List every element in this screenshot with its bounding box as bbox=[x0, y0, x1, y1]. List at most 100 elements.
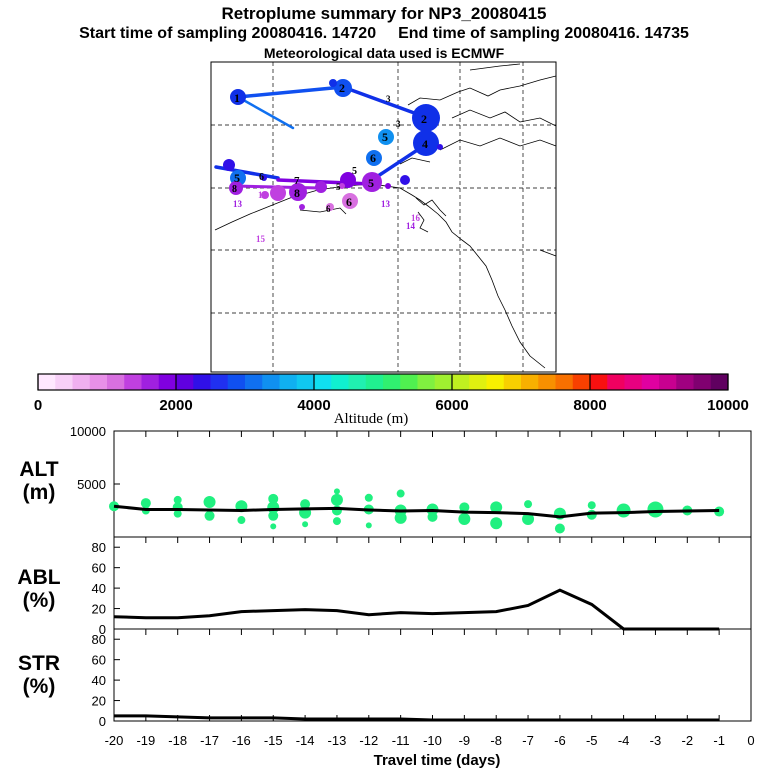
day-label: 1 bbox=[234, 91, 240, 105]
y-tick-label: 40 bbox=[92, 581, 106, 596]
trajectory-day-labels: 1 2 3 2 3 4 5 6 5 5 6 5 7 8 8 6 6 13 13 … bbox=[232, 81, 428, 244]
colorbar-swatch bbox=[521, 374, 539, 390]
alt-point bbox=[140, 498, 151, 509]
colorbar-swatch bbox=[296, 374, 315, 390]
alt-y-tick-label: 5000 bbox=[77, 477, 106, 492]
start-time-label: Start time of sampling 20080416. 14720 bbox=[79, 25, 377, 42]
alt-point bbox=[300, 499, 311, 510]
alt-panel: 5000 10000 bbox=[70, 424, 725, 534]
y-tick-label: 20 bbox=[92, 602, 106, 617]
x-tick-label: -1 bbox=[713, 733, 725, 748]
sampling-times: Start time of sampling 20080416. 14720 En… bbox=[0, 25, 768, 43]
panels-frame bbox=[113, 430, 752, 722]
map-graticule bbox=[211, 62, 556, 372]
str-ylabel: STR (%) bbox=[18, 652, 60, 698]
alt-point bbox=[302, 521, 309, 528]
day-label: 2 bbox=[421, 112, 427, 126]
cluster-circle bbox=[299, 204, 305, 210]
alt-point bbox=[394, 511, 407, 524]
x-tick-label: -16 bbox=[232, 733, 251, 748]
colorbar-swatch bbox=[365, 374, 384, 390]
alt-point bbox=[396, 489, 405, 498]
day-label: 6 bbox=[326, 204, 331, 214]
y-tick-label: 80 bbox=[92, 540, 106, 555]
alt-point bbox=[490, 517, 503, 530]
day-label: 13 bbox=[233, 199, 243, 209]
str-y-ticks: 0 20 40 60 80 bbox=[92, 632, 120, 729]
cluster-circle bbox=[339, 183, 345, 189]
y-tick-label: 40 bbox=[92, 673, 106, 688]
cluster-circle bbox=[230, 89, 246, 105]
day-label: 5 bbox=[352, 166, 357, 177]
colorbar-swatch bbox=[503, 374, 522, 390]
x-tick-label: 0 bbox=[747, 733, 754, 748]
colorbar-swatch bbox=[590, 374, 608, 390]
alt-point bbox=[522, 512, 535, 525]
day-label: 16 bbox=[411, 213, 421, 223]
cluster-circle bbox=[342, 193, 358, 209]
colorbar-swatch bbox=[107, 374, 125, 390]
colorbar-ticks: 0 2000 4000 6000 8000 10000 bbox=[34, 374, 749, 414]
cluster-circle bbox=[366, 150, 382, 166]
x-tick-label: -10 bbox=[423, 733, 442, 748]
colorbar-swatch bbox=[227, 374, 246, 390]
colorbar-swatch bbox=[607, 374, 625, 390]
x-tick-label: -6 bbox=[554, 733, 566, 748]
colorbar-swatch bbox=[72, 374, 91, 390]
page-title: Retroplume summary for NP3_20080415 bbox=[221, 4, 547, 23]
alt-point bbox=[524, 500, 533, 509]
altitude-colorbar: 0 2000 4000 6000 8000 10000 Altitude (m) bbox=[34, 373, 749, 427]
colorbar-swatch bbox=[89, 374, 108, 390]
cluster-circle bbox=[437, 144, 443, 150]
x-tick-label: -19 bbox=[136, 733, 155, 748]
colorbar-swatch bbox=[641, 374, 660, 390]
colorbar-tick-label: 6000 bbox=[435, 397, 468, 414]
trajectory-map: 1 2 3 2 3 4 5 6 5 5 6 5 7 8 8 6 6 13 13 … bbox=[210, 61, 557, 373]
cluster-circle bbox=[385, 183, 391, 189]
x-tick-label: -5 bbox=[586, 733, 598, 748]
cluster-circle bbox=[326, 203, 334, 211]
day-label: 16 bbox=[258, 190, 268, 200]
colorbar-swatch bbox=[262, 374, 280, 390]
colorbar-swatch bbox=[158, 374, 177, 390]
colorbar-tick-label: 2000 bbox=[159, 397, 192, 414]
y-tick-label: 80 bbox=[92, 632, 106, 647]
day-label: 6 bbox=[346, 195, 352, 209]
colorbar-swatch bbox=[469, 374, 487, 390]
colorbar-swatch bbox=[331, 374, 349, 390]
x-tick-label: -14 bbox=[296, 733, 315, 748]
colorbar-label: Altitude (m) bbox=[334, 411, 409, 427]
colorbar-swatch bbox=[538, 374, 556, 390]
day-label: 6 bbox=[259, 172, 264, 183]
y-tick-label: 0 bbox=[99, 714, 106, 729]
x-axis-label: Travel time (days) bbox=[374, 752, 501, 768]
colorbar-tick-label: 0 bbox=[34, 397, 42, 414]
cluster-circle bbox=[261, 175, 267, 181]
alt-point bbox=[330, 493, 343, 506]
x-tick-label: -8 bbox=[490, 733, 502, 748]
alt-point bbox=[459, 502, 470, 513]
colorbar-swatch bbox=[624, 374, 643, 390]
day-label: 15 bbox=[256, 234, 266, 244]
alt-point bbox=[554, 523, 565, 534]
alt-point bbox=[237, 516, 246, 525]
alt-point bbox=[490, 501, 503, 514]
x-tick-label: -13 bbox=[328, 733, 347, 748]
alt-ylabel: ALT (m) bbox=[19, 458, 59, 504]
colorbar-swatch bbox=[141, 374, 160, 390]
abl-y-ticks: 0 20 40 60 80 bbox=[92, 540, 120, 637]
cluster-circle bbox=[329, 79, 337, 87]
x-tick-label: -18 bbox=[168, 733, 187, 748]
day-label: 5 bbox=[234, 171, 240, 185]
x-tick-label: -7 bbox=[522, 733, 534, 748]
cluster-circle bbox=[315, 181, 327, 193]
colorbar-swatch bbox=[486, 374, 505, 390]
colorbar-swatch bbox=[452, 374, 470, 390]
alt-y-tick-label: 10000 bbox=[70, 424, 106, 439]
alt-point bbox=[173, 495, 182, 504]
alt-point bbox=[268, 510, 279, 521]
y-tick-label: 0 bbox=[99, 622, 106, 637]
colorbar-swatches bbox=[38, 374, 729, 390]
alt-point bbox=[364, 493, 373, 502]
